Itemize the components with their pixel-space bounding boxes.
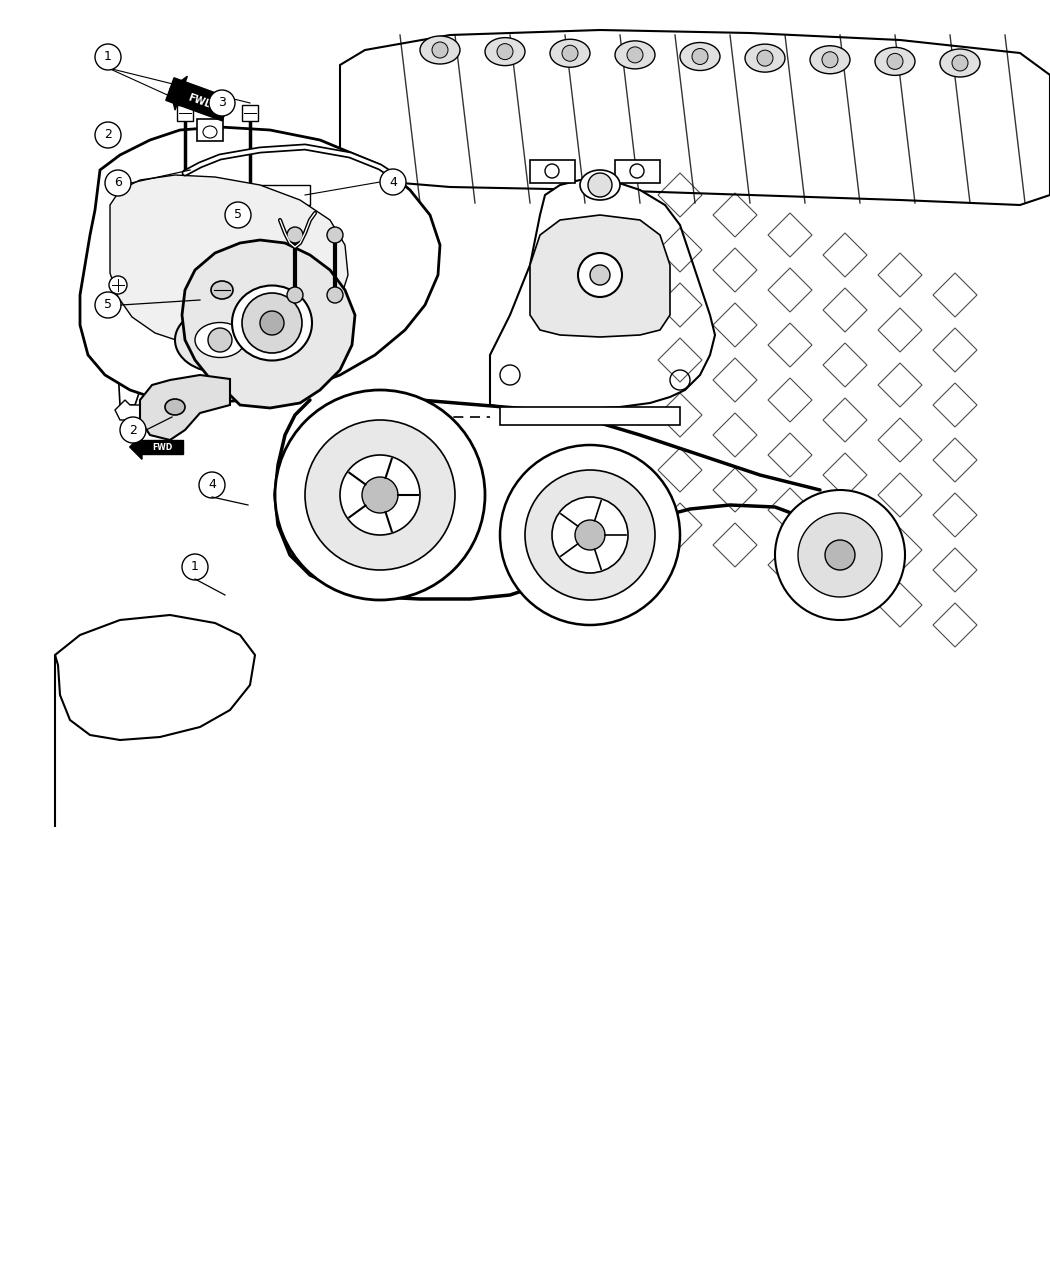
Circle shape <box>105 170 131 196</box>
Circle shape <box>798 513 882 597</box>
Circle shape <box>340 455 420 536</box>
Circle shape <box>432 42 448 57</box>
Circle shape <box>692 48 708 65</box>
Ellipse shape <box>420 36 460 64</box>
Text: 2: 2 <box>129 423 136 436</box>
Text: 1: 1 <box>104 51 112 64</box>
Ellipse shape <box>940 48 980 76</box>
Polygon shape <box>500 407 680 425</box>
Ellipse shape <box>195 323 245 357</box>
Circle shape <box>200 472 225 499</box>
FancyBboxPatch shape <box>55 45 1025 835</box>
Circle shape <box>182 555 208 580</box>
Circle shape <box>757 50 773 66</box>
Ellipse shape <box>810 46 851 74</box>
Polygon shape <box>116 400 155 419</box>
Ellipse shape <box>615 41 655 69</box>
Polygon shape <box>530 215 670 337</box>
Circle shape <box>225 201 251 228</box>
Circle shape <box>287 227 303 244</box>
Polygon shape <box>110 175 348 346</box>
Text: 1: 1 <box>191 561 198 574</box>
Circle shape <box>260 311 284 335</box>
Circle shape <box>822 52 838 68</box>
Ellipse shape <box>580 170 620 200</box>
Circle shape <box>208 328 232 352</box>
Circle shape <box>94 292 121 317</box>
Circle shape <box>575 520 605 550</box>
Polygon shape <box>615 159 660 184</box>
FancyBboxPatch shape <box>197 119 223 142</box>
Ellipse shape <box>746 45 785 73</box>
Circle shape <box>775 490 905 620</box>
Text: 6: 6 <box>114 176 122 190</box>
Polygon shape <box>155 185 310 205</box>
Text: 4: 4 <box>208 478 216 491</box>
Circle shape <box>327 287 343 303</box>
Circle shape <box>242 293 302 353</box>
Ellipse shape <box>550 40 590 68</box>
Polygon shape <box>116 293 320 405</box>
Text: 4: 4 <box>390 176 397 189</box>
Circle shape <box>209 91 235 116</box>
Circle shape <box>275 390 485 601</box>
Ellipse shape <box>485 38 525 65</box>
Circle shape <box>287 287 303 303</box>
Circle shape <box>825 541 855 570</box>
Text: FWD: FWD <box>152 442 172 451</box>
Polygon shape <box>182 240 355 408</box>
Circle shape <box>952 55 968 71</box>
Circle shape <box>578 252 622 297</box>
Circle shape <box>562 45 578 61</box>
Ellipse shape <box>232 286 312 361</box>
Polygon shape <box>530 159 575 184</box>
Polygon shape <box>170 76 187 110</box>
Polygon shape <box>140 375 230 440</box>
Circle shape <box>887 54 903 69</box>
Ellipse shape <box>165 399 185 414</box>
Polygon shape <box>166 78 230 121</box>
Circle shape <box>120 417 146 442</box>
Circle shape <box>497 43 513 60</box>
Circle shape <box>590 265 610 286</box>
Circle shape <box>94 45 121 70</box>
Text: 3: 3 <box>218 97 226 110</box>
Polygon shape <box>80 128 440 403</box>
Circle shape <box>588 173 612 198</box>
Polygon shape <box>490 180 715 409</box>
Polygon shape <box>145 185 165 293</box>
FancyBboxPatch shape <box>242 105 258 121</box>
Text: 5: 5 <box>234 209 242 222</box>
Polygon shape <box>142 440 183 454</box>
FancyBboxPatch shape <box>177 105 193 121</box>
Polygon shape <box>340 31 1050 205</box>
Ellipse shape <box>875 47 915 75</box>
Circle shape <box>380 170 406 195</box>
Circle shape <box>500 445 680 625</box>
Circle shape <box>304 419 455 570</box>
Circle shape <box>327 227 343 244</box>
Circle shape <box>109 275 127 295</box>
Ellipse shape <box>680 42 720 70</box>
Text: FWD: FWD <box>186 93 213 111</box>
Circle shape <box>552 497 628 572</box>
Ellipse shape <box>175 307 265 372</box>
Polygon shape <box>130 435 142 459</box>
Text: 5: 5 <box>104 298 112 311</box>
Circle shape <box>525 470 655 601</box>
Circle shape <box>94 122 121 148</box>
Text: 2: 2 <box>104 129 112 142</box>
Circle shape <box>362 477 398 513</box>
Circle shape <box>627 47 643 62</box>
Ellipse shape <box>211 280 233 300</box>
